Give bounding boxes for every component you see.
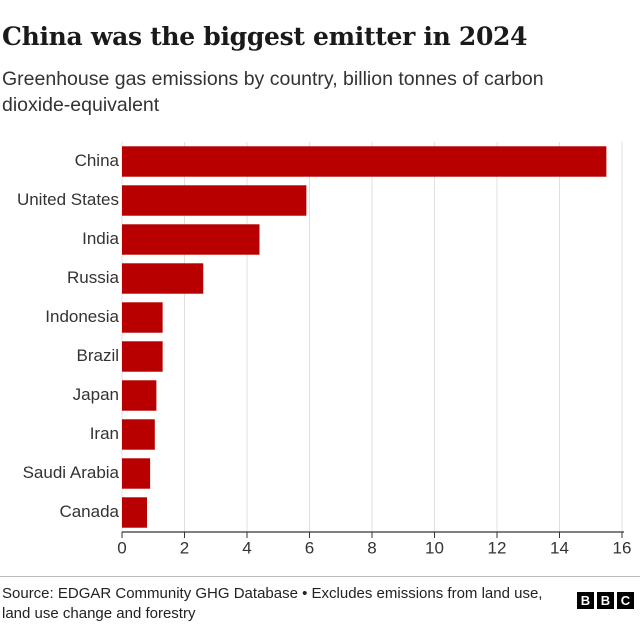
bar [122,458,151,489]
x-tick-label: 10 [425,538,444,557]
divider [0,576,640,577]
y-tick-label: United States [17,190,119,209]
y-tick-label: Saudi Arabia [23,463,120,482]
bar [122,380,157,411]
y-tick-label: Indonesia [45,307,119,326]
logo: B B C [577,592,634,609]
bar [122,263,204,294]
x-tick-label: 2 [180,538,189,557]
x-tick-label: 6 [305,538,314,557]
logo-letter: C [617,592,634,609]
x-tick-label: 8 [367,538,376,557]
y-tick-label: Russia [67,268,120,287]
chart-subtitle: Greenhouse gas emissions by country, bil… [2,68,544,116]
chart: 0 2 4 6 8 10 12 14 16 China United States India Russ… [17,142,632,557]
y-tick-label: India [82,229,119,248]
bar [122,185,307,216]
source-note: Source: EDGAR Community GHG Database • E… [2,585,543,622]
y-tick-label: Canada [59,502,119,521]
y-tick-label: Brazil [76,346,119,365]
chart-title: China was the biggest emitter in 2024 [2,22,528,51]
bar [122,302,163,333]
bar [122,419,155,450]
bar [122,497,147,528]
y-tick-label: Japan [73,385,119,404]
y-tick-label: China [75,151,120,170]
x-tick-label: 14 [550,538,569,557]
y-tick-label: Iran [90,424,119,443]
bar [122,341,163,372]
x-tick-label: 4 [242,538,251,557]
x-tick-label: 12 [488,538,507,557]
x-tick-label: 16 [613,538,632,557]
bar [122,224,260,255]
bar [122,146,607,177]
x-tick-label: 0 [117,538,126,557]
logo-letter: B [597,592,614,609]
logo-letter: B [577,592,594,609]
